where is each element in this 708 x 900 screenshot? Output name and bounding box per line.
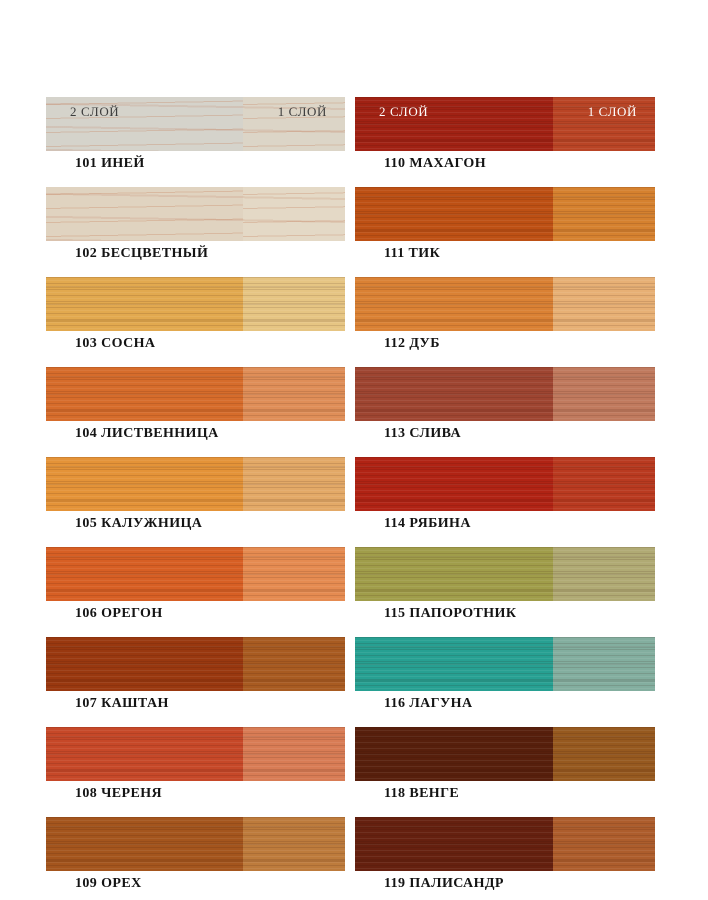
swatch-cell: 116 ЛАГУНА [355,637,655,727]
swatch-101: 2 СЛОЙ 1 СЛОЙ [46,97,345,151]
swatch-label: 109 ОРЕХ [75,876,142,891]
swatch-106 [46,547,345,601]
coat1-label: 1 СЛОЙ [587,104,637,119]
swatch-label: 119 ПАЛИСАНДР [384,876,504,891]
swatch-cell: 111 ТИК [355,187,655,277]
swatch-label: 113 СЛИВА [384,426,461,441]
swatch-label: 110 МАХАГОН [384,156,487,171]
swatch-cell: 118 ВЕНГЕ [355,727,655,817]
swatch-label: 115 ПАПОРОТНИК [384,606,517,621]
swatch-112 [355,277,655,331]
swatch-label: 101 ИНЕЙ [75,156,145,171]
swatch-cell: 103 СОСНА [46,277,345,367]
coat2-label: 2 СЛОЙ [379,104,429,119]
coat1-region [553,187,655,241]
swatch-119 [355,817,655,871]
swatch-label: 105 КАЛУЖНИЦА [75,516,203,531]
coat1-region [553,547,655,601]
swatch-115 [355,547,655,601]
column-left: 2 СЛОЙ 1 СЛОЙ 101 ИНЕЙ 102 БЕСЦВЕТНЫЙ 10… [46,97,345,900]
coat2-label: 2 СЛОЙ [70,104,120,119]
coat1-region [243,637,345,691]
swatch-label: 106 ОРЕГОН [75,606,163,621]
coat1-region [243,277,345,331]
coat1-region [553,637,655,691]
coat1-region [553,277,655,331]
swatch-label: 103 СОСНА [75,336,156,351]
swatch-110: 2 СЛОЙ 1 СЛОЙ [355,97,655,151]
swatch-cell: 114 РЯБИНА [355,457,655,547]
coat1-region [553,457,655,511]
swatch-label: 111 ТИК [384,246,441,261]
coat1-region [243,547,345,601]
swatch-label: 118 ВЕНГЕ [384,786,460,801]
swatch-105 [46,457,345,511]
swatch-cell: 107 КАШТАН [46,637,345,727]
swatch-cell: 115 ПАПОРОТНИК [355,547,655,637]
swatch-cell: 104 ЛИСТВЕННИЦА [46,367,345,457]
swatch-cell: 106 ОРЕГОН [46,547,345,637]
swatch-cell: 109 ОРЕХ [46,817,345,900]
coat1-region [553,817,655,871]
swatch-label: 116 ЛАГУНА [384,696,473,711]
swatch-107 [46,637,345,691]
swatch-cell: 119 ПАЛИСАНДР [355,817,655,900]
coat1-label: 1 СЛОЙ [277,104,327,119]
swatch-label: 104 ЛИСТВЕННИЦА [75,426,219,441]
coat1-region [243,187,345,241]
column-right: 2 СЛОЙ 1 СЛОЙ 110 МАХАГОН 111 ТИК 112 ДУ… [355,97,655,900]
swatch-113 [355,367,655,421]
swatch-103 [46,277,345,331]
coat1-region [243,97,345,151]
coat1-region [553,97,655,151]
swatch-cell: 2 СЛОЙ 1 СЛОЙ 101 ИНЕЙ [46,97,345,187]
swatch-label: 107 КАШТАН [75,696,169,711]
swatch-cell: 113 СЛИВА [355,367,655,457]
swatch-108 [46,727,345,781]
coat1-region [243,367,345,421]
swatch-cell: 102 БЕСЦВЕТНЫЙ [46,187,345,277]
coat1-region [243,457,345,511]
coat1-region [553,727,655,781]
swatch-cell: 112 ДУБ [355,277,655,367]
swatch-label: 112 ДУБ [384,336,440,351]
swatch-cell: 2 СЛОЙ 1 СЛОЙ 110 МАХАГОН [355,97,655,187]
swatch-label: 102 БЕСЦВЕТНЫЙ [75,246,209,261]
swatch-116 [355,637,655,691]
swatch-cell: 108 ЧЕРЕНЯ [46,727,345,817]
swatch-label: 114 РЯБИНА [384,516,471,531]
swatch-cell: 105 КАЛУЖНИЦА [46,457,345,547]
coat1-region [243,727,345,781]
swatch-111 [355,187,655,241]
swatch-label: 108 ЧЕРЕНЯ [75,786,163,801]
swatch-102 [46,187,345,241]
coat1-region [243,817,345,871]
swatch-118 [355,727,655,781]
swatch-114 [355,457,655,511]
swatch-104 [46,367,345,421]
swatch-109 [46,817,345,871]
coat1-region [553,367,655,421]
